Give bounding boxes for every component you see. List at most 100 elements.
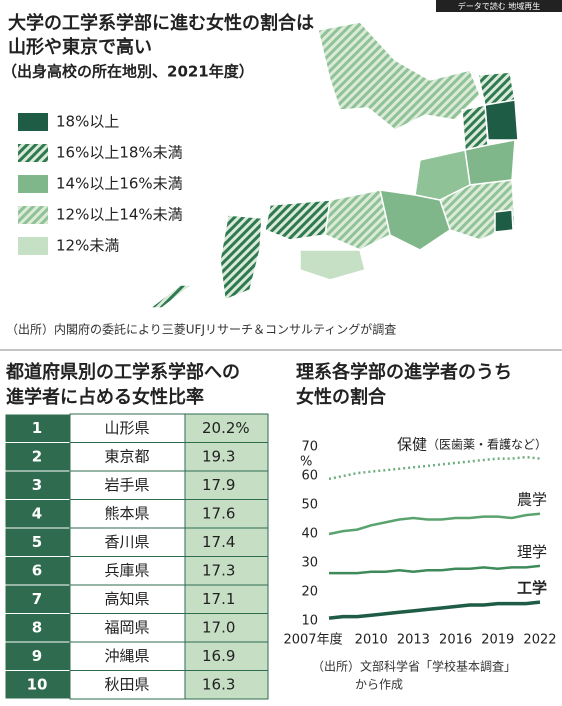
map-region <box>477 71 516 106</box>
legend-swatch <box>18 175 48 193</box>
ratio: 19.3 <box>202 447 235 465</box>
prefecture: 東京都 <box>104 447 149 465</box>
rank-cell <box>4 613 71 643</box>
prefecture: 秋田県 <box>104 675 149 693</box>
x-tick-label: 2010 <box>355 633 388 648</box>
x-tick-label: 2007年度 <box>283 632 342 648</box>
prefecture: 熊本県 <box>104 504 149 522</box>
series-label: 保健（医歯薬・看護など） <box>397 435 547 453</box>
rank: 3 <box>32 476 42 494</box>
x-tick-label: 2016 <box>439 633 472 648</box>
name-cell <box>69 527 186 557</box>
y-tick-label: 20 <box>301 585 318 600</box>
map-region <box>461 104 489 151</box>
ratio: 16.3 <box>202 675 235 693</box>
prefecture: 山形県 <box>104 419 149 437</box>
map-region <box>264 199 331 241</box>
rank-cell <box>4 470 71 500</box>
series-note: （医歯薬・看護など） <box>427 436 547 451</box>
map-source: （出所）内閣府の委託により三菱UFJリサーチ＆コンサルティングが調査 <box>6 322 396 337</box>
rank-cell <box>4 499 71 529</box>
series-name: 理学 <box>517 542 547 560</box>
map-region <box>147 284 195 309</box>
ratio: 17.1 <box>202 590 235 608</box>
map-region <box>484 99 519 141</box>
y-tick-label: 60 <box>301 469 318 484</box>
x-tick-label: 2019 <box>481 633 514 648</box>
name-cell <box>69 584 186 614</box>
map-subtitle: （出身高校の所在地別、2021年度） <box>2 63 254 81</box>
legend-label: 12%以上14%未満 <box>56 206 183 224</box>
ratio: 17.4 <box>202 533 235 551</box>
value-cell <box>184 527 269 557</box>
value-cell <box>184 556 269 586</box>
rank-cell <box>4 584 71 614</box>
series-line <box>328 600 541 620</box>
rank: 5 <box>32 533 42 551</box>
name-cell <box>69 470 186 500</box>
prefecture: 高知県 <box>104 590 149 608</box>
y-unit: % <box>300 455 312 470</box>
rank: 7 <box>32 590 42 608</box>
value-cell <box>184 670 269 700</box>
series-name: 保健 <box>397 435 427 453</box>
rank: 10 <box>27 675 48 693</box>
value-cell <box>184 584 269 614</box>
name-cell <box>69 442 186 472</box>
value-cell <box>184 499 269 529</box>
legend-label: 16%以上18%未満 <box>56 144 183 162</box>
chart-title: 理系各学部の進学者のうち <box>296 361 512 383</box>
series-line <box>328 455 541 481</box>
series-line <box>328 512 541 536</box>
map-region <box>494 209 514 233</box>
map-region <box>219 214 263 302</box>
y-tick-label: 70 <box>301 440 318 455</box>
legend-swatch <box>18 113 48 131</box>
map <box>147 21 519 309</box>
name-cell <box>69 499 186 529</box>
rank: 2 <box>32 447 42 465</box>
value-cell <box>184 641 269 671</box>
legend-label: 18%以上 <box>56 113 119 131</box>
y-tick-label: 50 <box>301 498 318 513</box>
prefecture: 兵庫県 <box>104 561 149 579</box>
series-label: 理学 <box>517 542 547 560</box>
prefecture: 福岡県 <box>104 618 149 636</box>
table-title: 都道府県別の工学系学部への <box>5 361 240 383</box>
y-tick-label: 10 <box>301 614 318 629</box>
series-line <box>329 564 541 575</box>
series-name: 農学 <box>517 490 547 508</box>
y-tick-label: 30 <box>301 556 318 571</box>
legend-label: 14%以上16%未満 <box>56 175 183 193</box>
name-cell <box>69 670 186 700</box>
rank: 1 <box>32 419 42 437</box>
header-tag: データで読む 地域再生 <box>458 1 541 11</box>
map-region <box>324 189 391 251</box>
legend-swatch <box>18 237 48 255</box>
series-label: 工学 <box>517 579 547 597</box>
y-tick-label: 40 <box>301 527 318 542</box>
map-region <box>317 21 481 131</box>
x-tick-label: 2022 <box>523 633 556 648</box>
chart-source: （出所）文部科学省「学校基本調査」 <box>312 659 516 674</box>
prefecture: 沖縄県 <box>104 647 149 665</box>
legend-swatch <box>18 206 48 224</box>
line-chart: 10 20 30 40 50 60 70% 2007年度 2010 2013 2016 2019 202… <box>283 435 556 647</box>
header-tag-bg <box>436 0 562 12</box>
ratio: 20.2% <box>202 419 250 437</box>
map-title: 山形や東京で高い <box>8 36 152 58</box>
rank: 9 <box>32 647 42 665</box>
ratio: 16.9 <box>202 647 235 665</box>
rank: 4 <box>32 504 42 522</box>
rank-cell <box>4 527 71 557</box>
rank-cell <box>4 670 71 700</box>
chart-title: 女性の割合 <box>296 386 387 408</box>
prefecture: 香川県 <box>104 533 149 551</box>
series-name: 工学 <box>517 579 547 597</box>
rank: 8 <box>32 618 42 636</box>
ratio: 17.3 <box>202 561 235 579</box>
series-label: 農学 <box>517 490 547 508</box>
rank-cell <box>4 413 71 443</box>
